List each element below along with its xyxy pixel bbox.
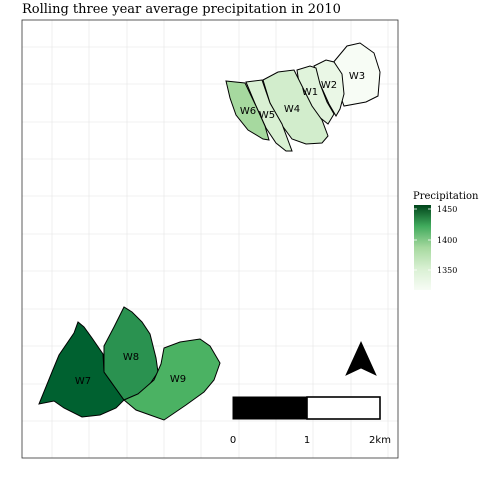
watershed-label-w2: W2 xyxy=(321,80,337,91)
watershed-polygons xyxy=(38,42,381,421)
legend-title: Precipitation xyxy=(413,191,479,202)
scale-label-0: 0 xyxy=(230,435,236,446)
north-arrow-shape xyxy=(345,341,377,376)
map-title: Rolling three year average precipitation… xyxy=(22,2,341,17)
watershed-label-w8: W8 xyxy=(123,352,139,363)
scale-bar: 0 1 2km xyxy=(230,396,391,446)
legend-tick-label-1350: 1350 xyxy=(437,266,457,275)
legend-tick-label-1450: 1450 xyxy=(437,205,457,214)
scale-label-1: 1 xyxy=(304,435,310,446)
watershed-labels: W3 W2 W1 W4 W5 W6 W7 W8 W9 xyxy=(75,71,365,387)
watershed-label-w5: W5 xyxy=(259,110,275,121)
watershed-label-w4: W4 xyxy=(284,104,300,115)
watershed-label-w6: W6 xyxy=(240,106,256,117)
watershed-label-w7: W7 xyxy=(75,376,91,387)
watershed-w6[interactable] xyxy=(225,80,270,141)
watershed-w9[interactable] xyxy=(123,338,221,421)
watershed-label-w9: W9 xyxy=(170,374,186,385)
watershed-w2[interactable] xyxy=(313,59,345,117)
legend: Precipitation 1450 1400 1350 xyxy=(413,191,479,290)
watershed-label-w1: W1 xyxy=(302,87,318,98)
legend-colorbar xyxy=(414,205,431,290)
scale-bar-segment-light xyxy=(306,396,381,420)
north-arrow-icon xyxy=(345,341,377,376)
watershed-w8[interactable] xyxy=(103,306,159,401)
watershed-label-w3: W3 xyxy=(349,71,365,82)
legend-tick-label-1400: 1400 xyxy=(437,236,457,245)
panel-border xyxy=(21,19,399,459)
scale-label-2km: 2km xyxy=(369,435,391,446)
scale-bar-segment-dark xyxy=(232,396,308,420)
